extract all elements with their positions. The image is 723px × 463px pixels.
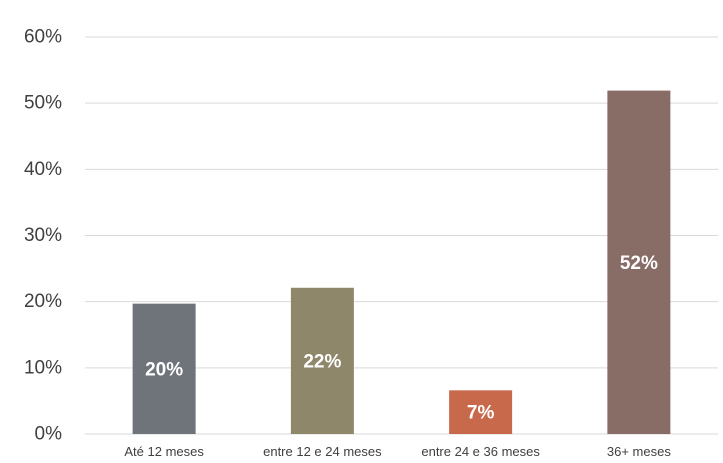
bars: 20% 22% 7% 52% (132, 90, 671, 434)
bar (607, 90, 671, 434)
y-tick-label: 20% (24, 291, 62, 312)
y-tick-label: 10% (24, 357, 62, 378)
x-axis: Até 12 meses entre 12 e 24 meses entre 24 … (124, 444, 671, 459)
y-tick-label: 60% (24, 27, 62, 48)
data-label: 52% (620, 253, 658, 274)
x-tick-label: entre 12 e 24 meses (263, 444, 382, 459)
data-label: 22% (303, 351, 341, 372)
data-label: 20% (145, 359, 183, 380)
y-tick-label: 0% (35, 424, 63, 445)
bar (290, 287, 354, 434)
x-tick-label: entre 24 e 36 meses (421, 444, 540, 459)
y-tick-label: 30% (24, 225, 62, 246)
x-tick-label: 36+ meses (607, 444, 671, 459)
data-label: 7% (467, 403, 495, 424)
y-tick-label: 50% (24, 93, 62, 114)
y-axis: 0% 10% 20% 30% 40% 50% 60% (24, 27, 62, 445)
x-tick-label: Até 12 meses (124, 444, 204, 459)
y-tick-label: 40% (24, 159, 62, 180)
bar (132, 303, 196, 434)
bar (449, 390, 513, 434)
